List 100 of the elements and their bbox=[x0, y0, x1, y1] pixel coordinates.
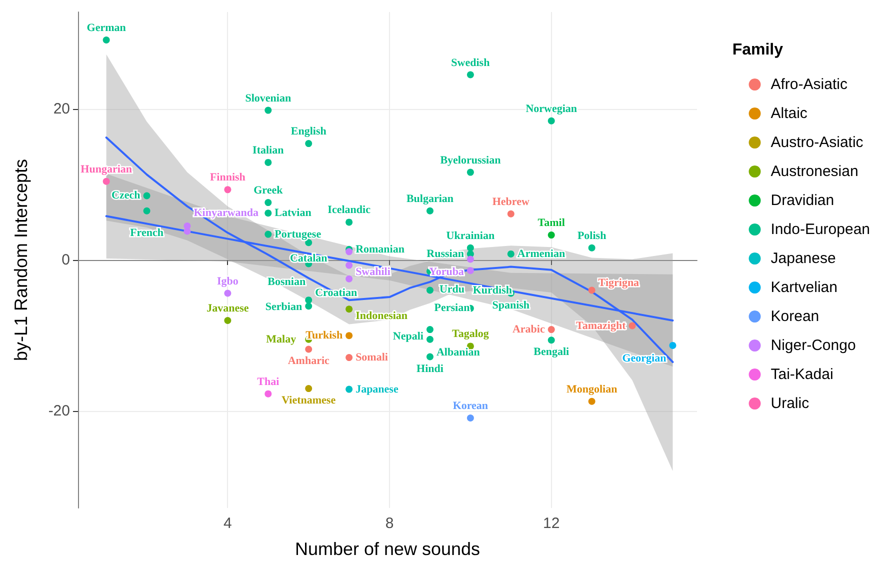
legend-label: Dravidian bbox=[770, 192, 834, 209]
data-label: Bulgarian bbox=[406, 192, 454, 205]
point bbox=[305, 385, 312, 392]
legend-label: Altaic bbox=[770, 105, 808, 122]
data-label: Amharic bbox=[288, 355, 330, 368]
legend-label: Afro-Asiatic bbox=[770, 76, 848, 93]
point bbox=[548, 117, 555, 124]
data-label: Hungarian bbox=[80, 163, 132, 176]
y-axis-title: by-L1 Random Intercepts bbox=[11, 158, 31, 362]
data-label: French bbox=[130, 226, 164, 239]
y-tick-label: 0 bbox=[62, 252, 70, 268]
data-label: Spanish bbox=[492, 299, 530, 312]
data-label: Hebrew bbox=[492, 196, 530, 208]
point bbox=[102, 178, 110, 185]
y-tick-label: -20 bbox=[48, 402, 70, 420]
point bbox=[466, 267, 474, 274]
data-label: Korean bbox=[452, 400, 488, 412]
point bbox=[346, 386, 353, 393]
data-label: Serbian bbox=[265, 301, 302, 314]
data-label: Arabic bbox=[512, 324, 545, 336]
point bbox=[305, 302, 312, 310]
point bbox=[426, 207, 434, 214]
point bbox=[305, 346, 312, 353]
data-label: Bengali bbox=[534, 346, 570, 358]
point bbox=[143, 207, 150, 214]
legend-label: Indo-European bbox=[770, 221, 870, 238]
y-tick-label: 20 bbox=[53, 100, 70, 118]
data-label: Tamil bbox=[538, 217, 565, 230]
point bbox=[264, 210, 272, 217]
x-axis-title: Number of new sounds bbox=[294, 539, 480, 559]
point bbox=[548, 326, 555, 334]
point bbox=[466, 71, 474, 78]
point bbox=[305, 296, 312, 304]
point bbox=[264, 158, 272, 166]
point bbox=[426, 336, 434, 343]
point bbox=[628, 322, 636, 330]
point bbox=[184, 228, 191, 235]
data-label: Albanian bbox=[436, 346, 480, 358]
data-label: Hindi bbox=[416, 362, 444, 375]
point bbox=[264, 390, 272, 398]
data-label: Urdu bbox=[439, 283, 465, 296]
point bbox=[264, 230, 272, 238]
point bbox=[102, 36, 110, 44]
legend-label: Kartvelian bbox=[770, 279, 838, 296]
point bbox=[346, 306, 353, 313]
legend-label: Austro-Asiatic bbox=[770, 134, 864, 151]
point bbox=[548, 336, 555, 344]
data-label: Somali bbox=[356, 352, 388, 364]
data-label: Japanese bbox=[356, 383, 398, 396]
data-label: Icelandic bbox=[328, 204, 371, 216]
point bbox=[466, 414, 474, 422]
data-label: Catalan bbox=[290, 252, 328, 265]
legend-label: Tai-Kadai bbox=[770, 366, 834, 383]
data-label: Ukrainian bbox=[446, 230, 495, 242]
data-label: Mongolian bbox=[566, 383, 618, 396]
data-label: Thai bbox=[257, 376, 280, 388]
point bbox=[224, 316, 232, 324]
data-label: Turkish bbox=[306, 330, 343, 342]
data-label: Czech bbox=[112, 190, 140, 202]
point bbox=[346, 354, 353, 362]
legend-label: Korean bbox=[770, 308, 820, 325]
data-label: Greek bbox=[254, 184, 284, 197]
data-label: Swahili bbox=[356, 266, 390, 278]
data-label: Nepali bbox=[392, 330, 424, 343]
point bbox=[346, 262, 353, 269]
data-label: Georgian bbox=[622, 352, 666, 364]
legend-label: Austronesian bbox=[770, 163, 858, 180]
point bbox=[346, 248, 353, 256]
data-label: Byelorussian bbox=[440, 154, 501, 166]
data-label: German bbox=[86, 22, 126, 34]
data-label: Armenian bbox=[517, 248, 566, 260]
x-tick-label: 12 bbox=[543, 515, 560, 532]
point bbox=[346, 275, 353, 282]
point bbox=[588, 286, 596, 294]
point bbox=[426, 353, 434, 360]
data-label: Tigrigna bbox=[598, 277, 640, 290]
point bbox=[588, 244, 596, 252]
x-tick-label: 8 bbox=[385, 515, 394, 532]
data-label: English bbox=[290, 126, 326, 138]
data-label: Tamazight bbox=[576, 320, 626, 332]
data-label: Polish bbox=[577, 230, 606, 242]
data-label: Russian bbox=[426, 248, 464, 260]
point bbox=[426, 326, 434, 334]
data-label: Romanian bbox=[356, 243, 404, 256]
point bbox=[588, 398, 596, 405]
point bbox=[264, 199, 272, 206]
point bbox=[507, 250, 514, 258]
data-label: Latvian bbox=[274, 207, 312, 220]
point bbox=[466, 168, 474, 176]
legend-label: Niger-Congo bbox=[770, 337, 856, 354]
point bbox=[346, 332, 353, 340]
point bbox=[224, 186, 232, 194]
point bbox=[305, 140, 312, 148]
data-label: Igbo bbox=[216, 275, 239, 288]
data-label: Finnish bbox=[210, 172, 246, 184]
legend-title: Family bbox=[732, 42, 784, 58]
data-label: Indonesian bbox=[356, 310, 408, 322]
point bbox=[466, 244, 474, 252]
data-label: Swedish bbox=[451, 56, 490, 69]
point bbox=[426, 286, 434, 294]
